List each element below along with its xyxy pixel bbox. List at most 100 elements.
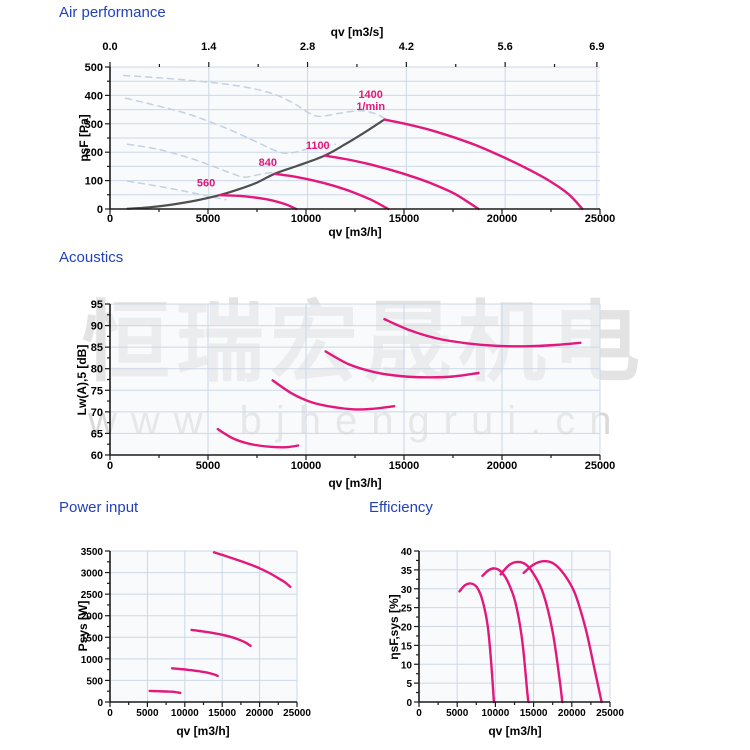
curves — [148, 551, 292, 695]
y-tick-label: 80 — [91, 364, 103, 376]
tick-marks — [414, 550, 611, 707]
curve-max-pressure-limit — [126, 118, 386, 210]
curve-1400 — [383, 118, 584, 211]
y-tick-label: 40 — [401, 547, 413, 558]
y-tick-label: 0 — [97, 698, 103, 709]
y-axis-title: ηsF,sys [%] — [387, 594, 401, 659]
curve-840 — [481, 567, 530, 704]
x2-tick-label: 2.8 — [300, 41, 315, 53]
acoustics-chart: 60 65 70 75 80 85 90 95 0 5000 10000 15000 20000 2500… — [75, 299, 615, 490]
x-tick-label: 25000 — [585, 460, 616, 472]
y-tick-label: 1000 — [81, 655, 104, 666]
curve-1100 — [324, 350, 480, 379]
section-title-air-performance: Air performance — [59, 4, 166, 21]
plot-background — [110, 304, 600, 455]
x-tick-label: 5000 — [196, 213, 220, 225]
curve-1100 — [499, 560, 564, 704]
x2-tick-label: 1.4 — [201, 41, 217, 53]
y-tick-label: 75 — [91, 385, 103, 397]
x-tick-label: 0 — [107, 460, 113, 472]
x-tick-label: 20000 — [558, 708, 586, 719]
curve-1400 — [383, 317, 582, 348]
y-tick-label: 0 — [406, 698, 412, 709]
y-tick-label: 90 — [91, 321, 103, 333]
y-tick-label: 2500 — [81, 590, 104, 601]
curve-560 — [216, 427, 300, 449]
tick-marks — [105, 550, 298, 707]
gridlines — [110, 303, 601, 455]
x-tick-label: 5000 — [446, 708, 469, 719]
y-tick-label: 15 — [401, 641, 413, 652]
y-tick-label: 65 — [91, 428, 103, 440]
x2-tick-label: 4.2 — [399, 41, 414, 53]
x2-tick-label: 6.9 — [589, 41, 604, 53]
tick-marks — [105, 303, 601, 460]
x-tick-label: 10000 — [171, 708, 199, 719]
y-tick-label: 500 — [85, 62, 103, 74]
y-tick-label: 1500 — [81, 633, 104, 644]
curves — [458, 559, 603, 704]
curve-dashed-1100 — [124, 97, 337, 155]
curve-1100 — [190, 628, 252, 648]
y-tick-label: 20 — [401, 623, 413, 634]
x-tick-label: 25000 — [585, 213, 616, 225]
gridlines — [419, 550, 611, 702]
curve-dashed-840 — [126, 143, 276, 178]
y-tick-label: 25 — [401, 604, 413, 615]
x-tick-label: 0 — [107, 213, 113, 225]
y-tick-label: 3000 — [81, 569, 104, 580]
y-axis-title: Lw(A),5 [dB] — [75, 345, 89, 416]
y-tick-label: 0 — [97, 204, 103, 216]
curve-560 — [458, 582, 496, 704]
curve-label-840: 840 — [259, 157, 277, 169]
x-tick-label: 10000 — [481, 708, 509, 719]
x-tick-label: 20000 — [487, 213, 518, 225]
x-tick-label: 10000 — [291, 213, 322, 225]
y-tick-label: 35 — [401, 566, 413, 577]
y-axis-title: Psys [W] — [76, 601, 90, 652]
y-tick-label: 85 — [91, 342, 103, 354]
curve-1400 — [522, 559, 603, 704]
curve-1400 — [212, 551, 292, 588]
x-tick-label: 5000 — [196, 460, 220, 472]
curves — [216, 317, 582, 449]
power-chart: 0 500 1000 1500 2000 2500 3000 3500 0 5000 10000 15… — [76, 547, 311, 738]
section-title-power-input: Power input — [59, 499, 139, 516]
plot-background — [110, 551, 297, 702]
efficiency-chart: 0 5 10 15 20 25 30 35 40 0 5000 10000 15000 20000 2500… — [387, 547, 624, 738]
curves — [122, 74, 584, 211]
curve-560 — [218, 193, 298, 211]
y-tick-label: 5 — [406, 679, 412, 690]
x-tick-label: 15000 — [389, 460, 420, 472]
section-title-acoustics: Acoustics — [59, 249, 124, 266]
curve-1100 — [323, 154, 480, 211]
x-tick-label: 25000 — [283, 708, 311, 719]
x-tick-label: 0 — [107, 708, 113, 719]
y-tick-label: 200 — [85, 147, 103, 159]
x-axis-title: qv [m3/h] — [176, 724, 229, 738]
x-tick-label: 20000 — [246, 708, 274, 719]
x-tick-label: 15000 — [208, 708, 236, 719]
x-axis-title: qv [m3/h] — [328, 476, 381, 490]
curve-label-1100: 1100 — [306, 140, 330, 152]
x2-axis-title: qv [m3/s] — [331, 25, 384, 39]
curve-840 — [271, 379, 396, 411]
gridlines — [110, 550, 298, 702]
x-tick-label: 5000 — [136, 708, 159, 719]
y-tick-label: 10 — [401, 660, 413, 671]
x-tick-label: 15000 — [389, 213, 420, 225]
curve-dashed-1400 — [122, 74, 387, 120]
y-tick-label: 2000 — [81, 612, 104, 623]
y-tick-label: 500 — [86, 676, 103, 687]
y-tick-label: 400 — [85, 90, 103, 102]
section-title-efficiency: Efficiency — [369, 499, 433, 516]
x-axis-title: qv [m3/h] — [328, 225, 381, 239]
x-axis-title: qv [m3/h] — [488, 724, 541, 738]
tick-marks — [105, 62, 601, 214]
curve-560 — [148, 689, 182, 695]
y-axis-title: psF [Pa] — [77, 114, 91, 161]
y-tick-label: 95 — [91, 299, 103, 311]
y-tick-label: 100 — [85, 176, 103, 188]
